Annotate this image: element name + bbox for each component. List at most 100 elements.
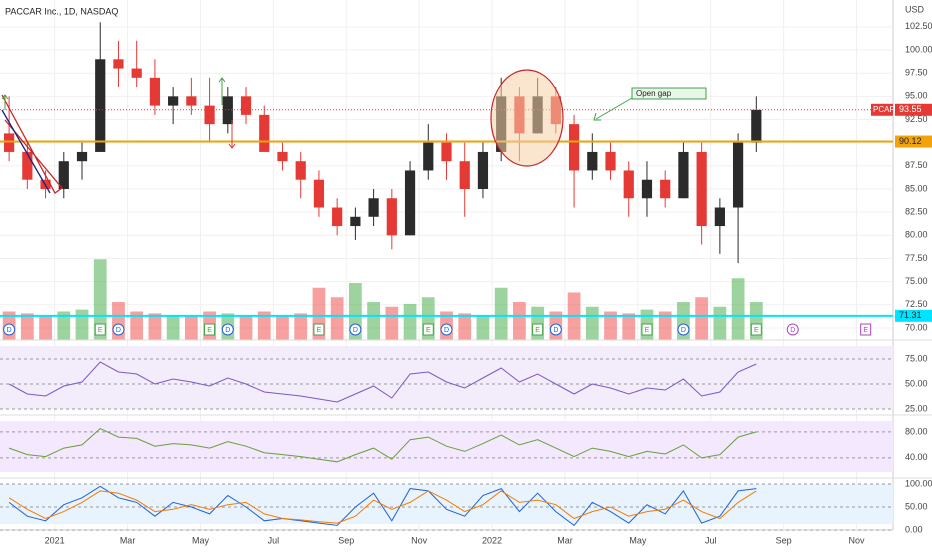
candle-body <box>350 216 361 227</box>
event-marker <box>94 323 106 336</box>
highlight-ellipse <box>490 69 564 167</box>
event-label: D <box>225 327 230 334</box>
candle-body <box>4 133 15 152</box>
candle-body <box>240 96 252 115</box>
candle-body <box>368 198 379 217</box>
event-marker <box>677 323 690 336</box>
candle-body <box>58 161 69 189</box>
event-marker <box>112 323 125 336</box>
arrow <box>1 94 9 110</box>
volume-bar <box>57 311 71 340</box>
candle-body <box>605 151 616 171</box>
event-label: D <box>116 327 121 334</box>
volume-bar <box>93 259 107 340</box>
annotation-box <box>631 87 707 100</box>
candle-body <box>95 59 106 152</box>
y-tick-label: 85.00 <box>905 183 928 193</box>
x-tick-label: Jul <box>268 535 280 545</box>
event-marker <box>549 323 562 336</box>
y-tick-label: 102.50 <box>905 21 932 31</box>
currency: USD <box>905 4 925 14</box>
candle-body <box>259 114 270 152</box>
volume-bar <box>622 313 636 340</box>
candle-body <box>277 151 288 162</box>
event-label: D <box>353 327 358 334</box>
y-tick-label: 92.50 <box>905 114 928 124</box>
y-tick-label: 50.00 <box>905 501 928 511</box>
y-tick-label: 75.00 <box>905 353 928 363</box>
volume-bar <box>39 316 52 340</box>
volume-bar <box>585 306 599 340</box>
event-label: D <box>7 327 12 334</box>
volume-bar <box>20 313 34 340</box>
candle-body <box>386 198 397 236</box>
candle-body <box>313 179 325 208</box>
y-tick-label: 82.50 <box>905 207 928 217</box>
event-label: E <box>317 327 322 334</box>
y-tick-label: 40.00 <box>905 452 928 462</box>
volume-bar <box>330 297 344 340</box>
price-axis <box>893 0 932 550</box>
indicator-line <box>8 485 757 527</box>
volume-bar <box>713 306 727 340</box>
y-tick-label: 70.00 <box>905 322 928 332</box>
y-tick-label: 25.00 <box>905 403 928 413</box>
y-tick-label: 97.50 <box>905 68 928 78</box>
volume-bar <box>385 306 399 340</box>
event-label: E <box>98 327 103 334</box>
y-tick-label: 72.50 <box>905 299 928 309</box>
symbol-label: PCAR <box>873 105 895 114</box>
candle-body <box>459 161 470 189</box>
x-tick-label: Sep <box>338 535 354 545</box>
event-marker <box>860 323 872 336</box>
indicator-line <box>8 428 757 463</box>
volume-bar <box>367 302 380 340</box>
volume-bar <box>166 315 180 340</box>
candle-body <box>404 170 416 236</box>
volume-bar <box>695 297 709 340</box>
annotation-text: Open gap <box>636 89 672 98</box>
y-tick-label: 100.00 <box>905 44 932 54</box>
event-marker <box>422 323 434 336</box>
level-tag <box>895 309 932 322</box>
candle-body <box>186 96 197 106</box>
volume-bar <box>294 313 308 340</box>
volume-bar <box>130 311 144 340</box>
y-tick-label: 75.00 <box>905 276 928 286</box>
event-marker <box>313 323 325 336</box>
volume-bar <box>148 313 162 340</box>
x-tick-label: 2022 <box>482 535 502 545</box>
candle-body <box>696 151 707 227</box>
event-label: E <box>207 327 212 334</box>
y-tick-label: 77.50 <box>905 253 928 263</box>
pane-background <box>0 484 893 524</box>
event-label: E <box>535 327 540 334</box>
candle-body <box>641 179 653 199</box>
y-tick-label: 80.00 <box>905 230 928 240</box>
volume-bar <box>494 287 508 340</box>
event-label: D <box>790 327 795 334</box>
trend-line <box>1 109 51 194</box>
volume-bar <box>458 313 472 340</box>
y-tick-label: 100.00 <box>905 478 932 488</box>
candle-body <box>477 151 489 189</box>
chart-title: PACCAR Inc., 1D, NASDAQ <box>5 6 118 16</box>
y-tick-label: 50.00 <box>905 378 928 388</box>
event-marker <box>641 323 653 336</box>
volume-bar <box>731 278 745 340</box>
volume-bar <box>658 311 672 340</box>
candle-body <box>568 124 580 171</box>
annotation-arrow <box>593 97 633 121</box>
x-tick-label: Nov <box>411 535 428 545</box>
volume-bar <box>604 311 617 340</box>
candle-body <box>623 170 634 199</box>
candle-body <box>332 207 343 227</box>
candle-body <box>22 151 33 180</box>
trend-line <box>1 94 63 194</box>
event-marker <box>532 323 544 336</box>
candle-body <box>149 77 161 106</box>
event-label: D <box>553 327 558 334</box>
candle-body <box>751 109 762 143</box>
